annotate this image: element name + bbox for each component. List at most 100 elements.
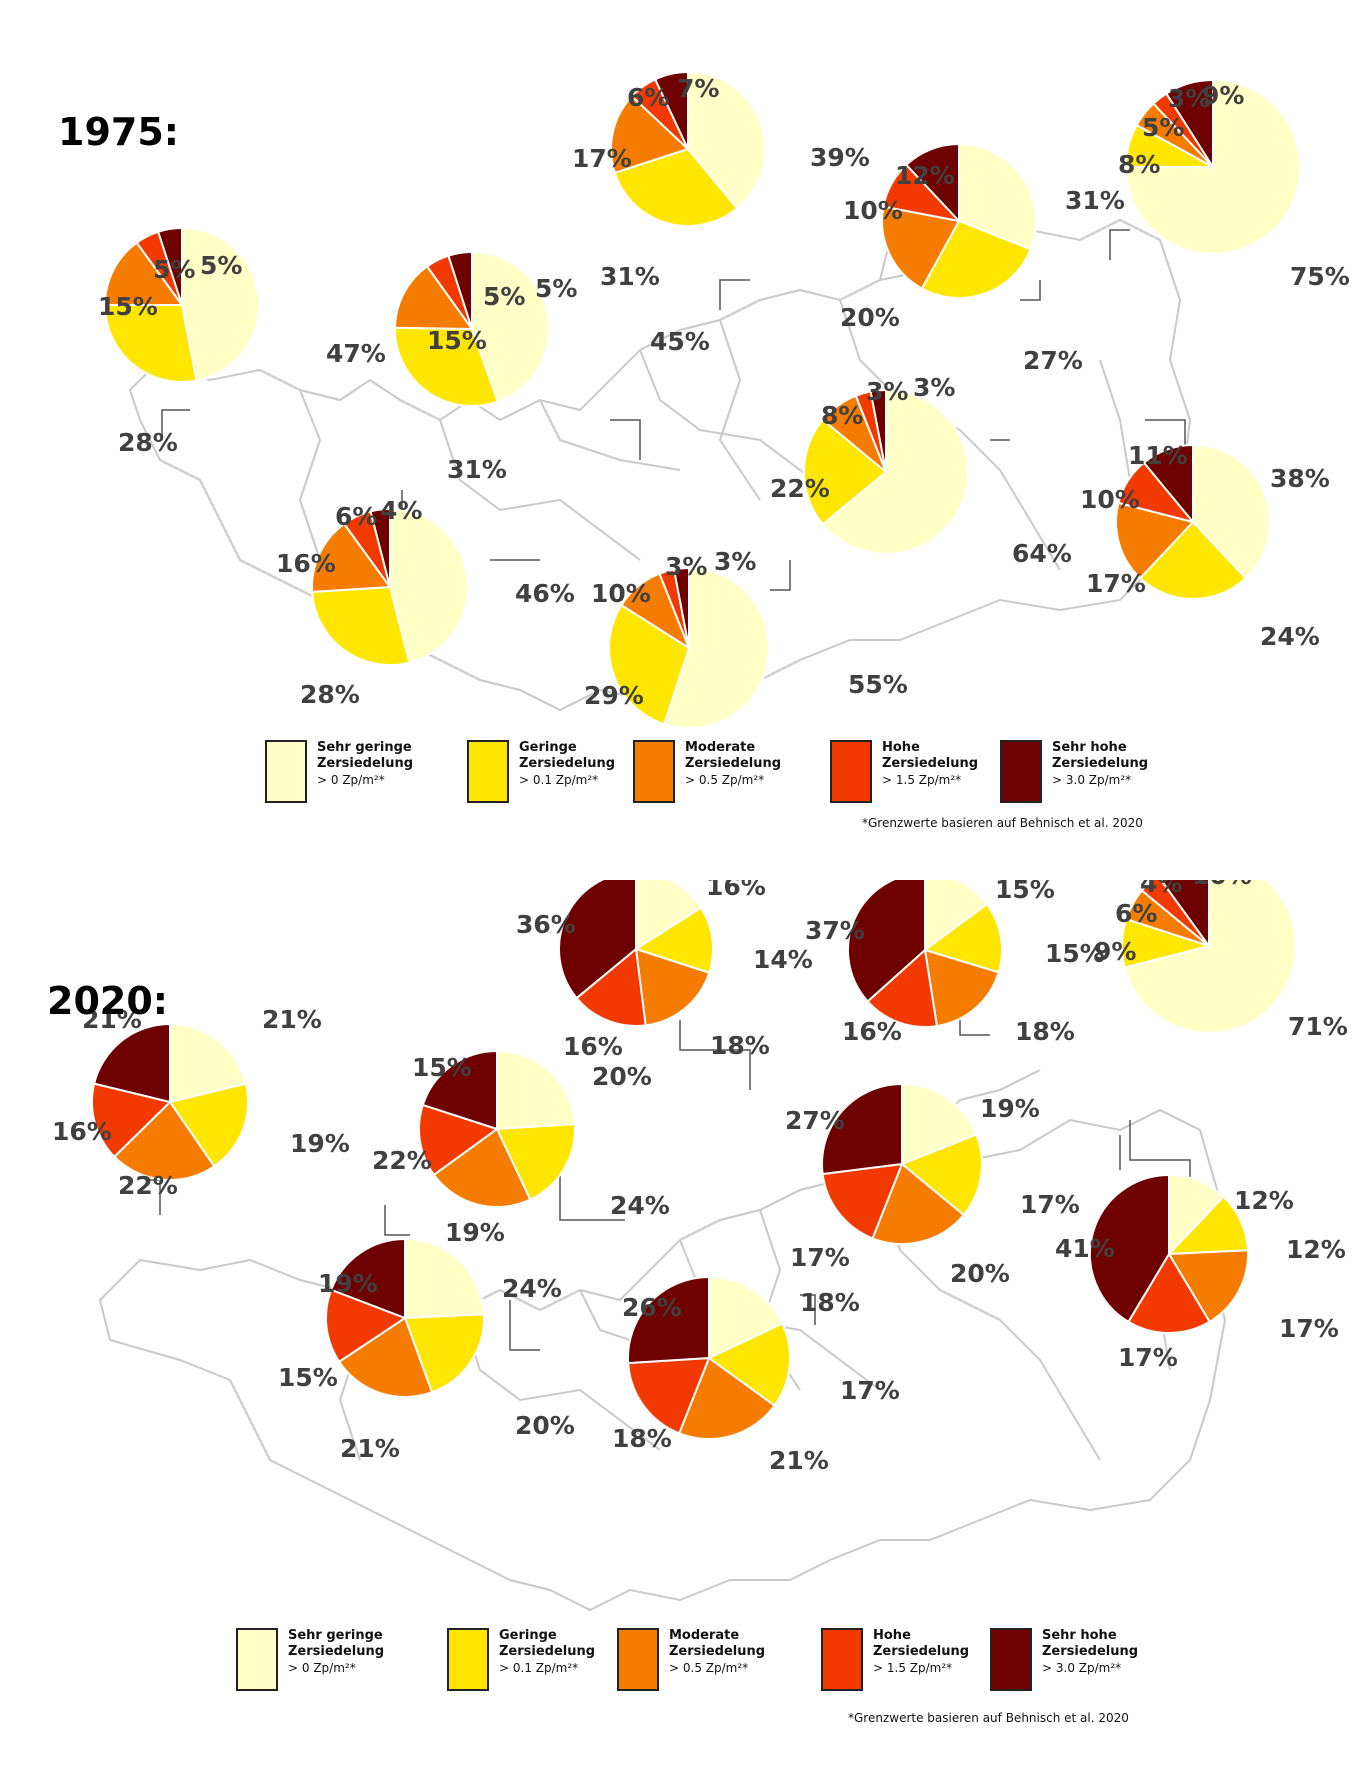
pie-slice-moderate [393,265,474,331]
legend-label: Moderate Zersiedelung [669,1628,766,1659]
pie-chart: 21% 19% 22%16% 21% [52,1005,350,1200]
pie-slice-very-low [496,1049,576,1131]
slice-percent-label: 15% [995,880,1055,904]
slice-percent-label: 5% [153,255,195,284]
pie-slice-low [394,326,500,407]
map-2020: 21%19%22%16%21%24%19%22%15% 20%16%14%18%1… [52,880,1348,1612]
pie-slice-high [91,1082,172,1159]
slice-percent-label: 10% [843,196,903,225]
legend-item-low: Geringe Zersiedelung > 0.1 Zp/m²* [447,1628,595,1691]
footnote: *Grenzwerte basieren auf Behnisch et al.… [848,1711,1129,1725]
pie-slice-high [866,948,939,1028]
legend-item-high: Hohe Zersiedelung > 1.5 Zp/m²* [821,1628,969,1691]
pie-chart: 24% 20% 21% 15% 19% [278,1237,575,1463]
slice-percent-label: 17% [1118,1343,1178,1372]
slice-percent-label: 24% [1260,622,1320,651]
pie-slice-high [627,1356,711,1435]
pie-chart: 75% 8% 5%3%9% [1118,78,1350,291]
slice-percent-label: 19% [980,1094,1040,1123]
slice-percent-label: 6% [335,502,377,531]
pie-slice-very-high [1159,880,1210,950]
slice-percent-label: 3% [866,377,908,406]
slice-percent-label: 24% [502,1274,562,1303]
slice-percent-label: 17% [840,1376,900,1405]
pie-slice-low [613,147,739,227]
slice-percent-label: 12% [1286,1235,1346,1264]
pie-slice-very-low [821,388,969,555]
pie-slice-moderate [112,1100,216,1181]
legend-swatch [821,1628,863,1691]
slice-percent-label: 7% [677,74,719,103]
slice-percent-label: 5% [200,251,242,280]
pie-slice-very-high [627,1275,710,1365]
panel-1975: 47% 28% 15% 5% 5% 45% 31% 15% 5% 5% 39% 31% 17% 6% 7% 3… [0,0,1352,870]
pie-chart: 15% 15% 18% 16% 37% [805,880,1105,1046]
legend-label: Moderate Zersiedelung [685,740,782,771]
slice-percent-label: 19% [318,1269,378,1298]
slice-percent-label: 15% [278,1363,338,1392]
slice-percent-label: 31% [447,455,507,484]
pie-slice-moderate [432,1127,532,1208]
year-label: 1975: [58,110,179,154]
pie-slice-very-high [1142,443,1194,525]
slice-percent-label: 22% [118,1171,178,1200]
legend-swatch [617,1628,659,1691]
pie-slice-very-low [1168,1173,1225,1257]
pie-slice-very-low [958,142,1037,251]
slice-percent-label: 21% [82,1005,142,1034]
pie-chart: 55% 29% 10% 3% 3% [584,547,908,729]
pie-slice-low [707,1322,791,1408]
pie-slice-low [1166,1195,1249,1256]
legend-label: Sehr hohe Zersiedelung [1052,740,1149,771]
pie-slice-moderate [634,947,711,1027]
slice-percent-label: 17% [1020,1190,1080,1219]
legend-item-moderate: Moderate Zersiedelung > 0.5 Zp/m²* [633,740,781,803]
slice-percent-label: 26% [622,1293,682,1322]
pie-slice-very-high [558,880,637,1000]
pie-slice-moderate [337,1316,434,1399]
leader-lines [161,229,1186,591]
pie-chart: 47% 28% 15% 5% 5% [98,226,386,457]
pie-slice-very-low [708,1275,784,1360]
pie-slice-moderate [1115,501,1195,580]
legend-swatch [467,740,509,803]
slice-percent-label: 19% [445,1218,505,1247]
slice-percent-label: 24% [610,1191,670,1220]
legend-item-very-high: Sehr hohe Zersiedelung > 3.0 Zp/m²* [1000,740,1148,803]
legend-swatch [990,1628,1032,1691]
pie-slice-very-high [904,142,960,224]
pie-slice-high [575,947,647,1027]
pie-slice-very-high [1089,1173,1170,1324]
slice-percent-label: 17% [1279,1314,1339,1343]
pie-slice-moderate [610,94,690,175]
pie-slice-moderate [923,948,1000,1028]
legend-label: Sehr geringe Zersiedelung [288,1628,385,1659]
pie-slice-low [103,304,198,384]
pie-slice-very-low [389,507,469,664]
slice-percent-label: 8% [1118,150,1160,179]
pie-slice-high [1140,880,1210,947]
legend-item-high: Hohe Zersiedelung > 1.5 Zp/m²* [830,740,978,803]
legend-label: Geringe Zersiedelung [499,1628,596,1659]
slice-percent-label: 11% [1128,441,1188,470]
pie-slice-moderate [1167,1249,1249,1324]
pie-chart: 19% 17% 20% 17% 27% [785,1082,1080,1288]
legend: Sehr geringe Zersiedelung > 0 Zp/m²* Geri… [0,1628,1352,1748]
slice-percent-label: 29% [584,681,644,710]
pie-slice-very-high [869,388,887,473]
legend-item-very-high: Sehr hohe Zersiedelung > 3.0 Zp/m²* [990,1628,1138,1691]
slice-percent-label: 6% [627,83,669,112]
legend: Sehr geringe Zersiedelung > 0 Zp/m²* Geri… [0,740,1352,860]
pie-slice-very-low [169,1022,248,1104]
slice-percent-label: 17% [1086,569,1146,598]
pie-chart: 12% 12% 17% 17% 41% [1055,1173,1346,1372]
pie-slice-very-high [447,250,473,330]
pie-chart: 18% 17% 21% 18% 26% [612,1275,900,1475]
slice-percent-label: 20% [840,303,900,332]
slice-percent-label: 38% [1270,464,1330,493]
legend-swatch [1000,740,1042,803]
slice-percent-label: 37% [805,916,865,945]
slice-percent-label: 15% [98,292,158,321]
pie-slice-very-low [635,880,703,951]
pie-slice-low [803,418,888,526]
